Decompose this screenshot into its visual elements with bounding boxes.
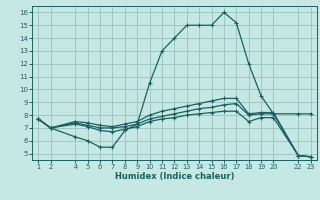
X-axis label: Humidex (Indice chaleur): Humidex (Indice chaleur) <box>115 172 234 181</box>
